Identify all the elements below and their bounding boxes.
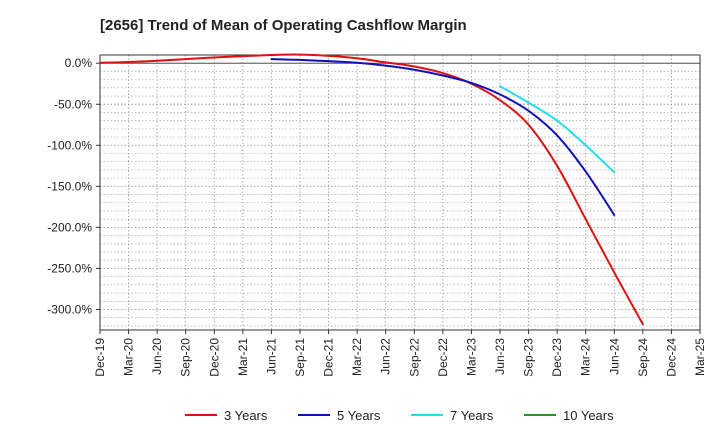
legend: 3 Years 5 Years 7 Years 10 Years [185, 408, 614, 423]
x-tick-label: Jun-22 [379, 338, 393, 375]
x-tick-label: Jun-24 [607, 338, 621, 375]
x-tick-label: Sep-23 [522, 338, 536, 377]
series-line-3-years [99, 53, 644, 326]
y-tick-label: 0.0% [65, 56, 93, 70]
x-tick-label: Mar-25 [693, 338, 707, 376]
grid-layer [99, 55, 701, 330]
x-tick-label: Jun-21 [264, 338, 278, 375]
x-tick-label: Sep-21 [293, 338, 307, 377]
x-tick-label: Dec-24 [664, 338, 678, 377]
x-tick-label: Dec-21 [322, 338, 336, 377]
series-layer [99, 53, 644, 326]
legend-label: 3 Years [224, 408, 268, 423]
x-tick-label: Sep-20 [179, 338, 193, 377]
x-tick-label: Mar-21 [236, 338, 250, 376]
x-tick-label: Mar-23 [464, 338, 478, 376]
x-tick-label: Mar-20 [122, 338, 136, 376]
legend-label: 7 Years [450, 408, 494, 423]
x-tick-label: Sep-24 [636, 338, 650, 377]
x-tick-label: Dec-19 [93, 338, 107, 377]
x-tick-label: Dec-20 [207, 338, 221, 377]
plot-frame [99, 54, 701, 331]
x-tick-label: Jun-20 [150, 338, 164, 375]
y-tick-label: -150.0% [47, 179, 92, 193]
x-tick-label: Dec-23 [550, 338, 564, 377]
series-line-5-years [270, 58, 616, 217]
x-tick-label: Jun-23 [493, 338, 507, 375]
x-tick-label: Mar-24 [579, 338, 593, 376]
y-tick-label: -250.0% [47, 261, 92, 275]
series-line-7-years [499, 85, 616, 174]
legend-label: 10 Years [563, 408, 614, 423]
y-tick-label: -300.0% [47, 302, 92, 316]
legend-label: 5 Years [337, 408, 381, 423]
x-tick-label: Sep-22 [407, 338, 421, 377]
x-tick-label: Dec-22 [436, 338, 450, 377]
y-tick-label: -50.0% [54, 97, 92, 111]
x-tick-label: Mar-22 [350, 338, 364, 376]
axis-layer: 0.0% -50.0% -100.0% -150.0% -200.0% -250.0% -3… [47, 54, 707, 377]
y-tick-label: -200.0% [47, 220, 92, 234]
y-tick-label: -100.0% [47, 138, 92, 152]
chart-title: [2656] Trend of Mean of Operating Cashfl… [100, 17, 467, 34]
